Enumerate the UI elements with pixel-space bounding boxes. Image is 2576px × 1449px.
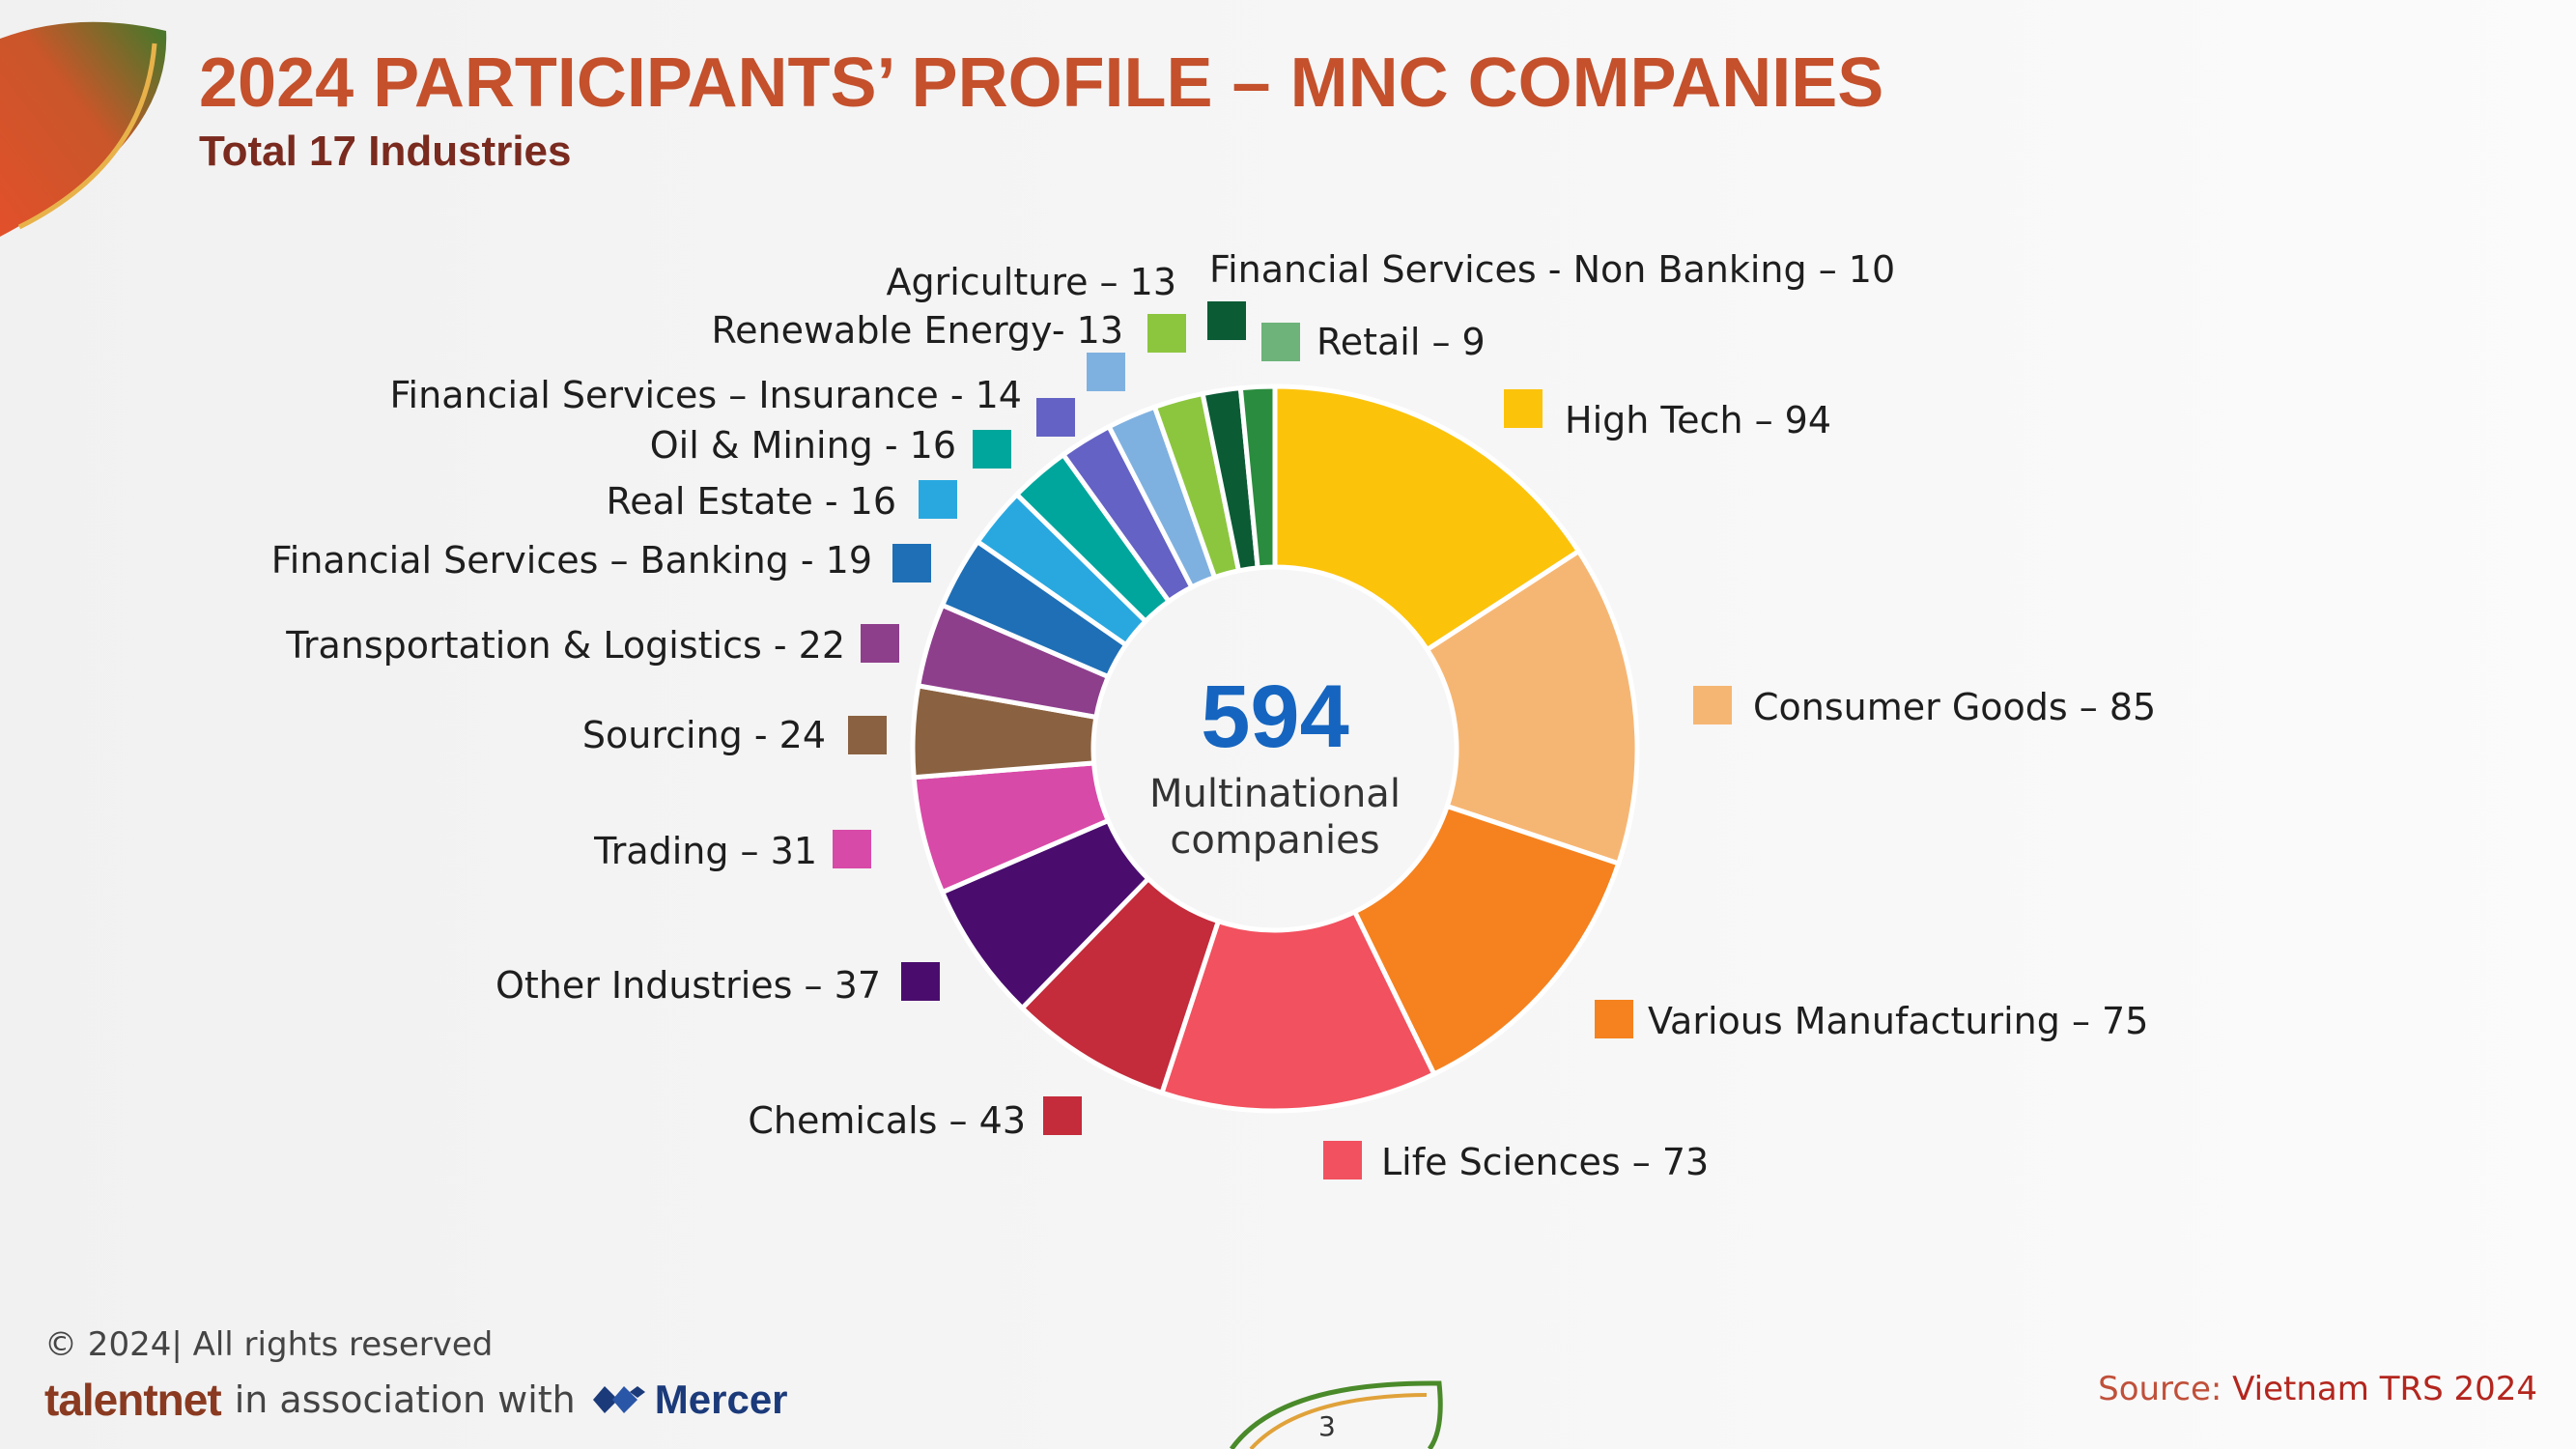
category-label: High Tech – 94 xyxy=(1565,399,1831,441)
category-label: Financial Services – Insurance - 14 xyxy=(389,374,1022,416)
footer-brand: talentnet in association with Mercer xyxy=(44,1374,788,1426)
category-label: Transportation & Logistics - 22 xyxy=(285,624,845,667)
source-note: Source: Vietnam TRS 2024 xyxy=(2098,1370,2537,1408)
category-label: Renewable Energy- 13 xyxy=(711,309,1123,352)
legend-swatch xyxy=(1595,1000,1633,1038)
leaf-logo-icon xyxy=(0,21,167,238)
legend-swatch xyxy=(973,430,1011,469)
legend-swatch xyxy=(1261,323,1300,361)
legend-swatch xyxy=(1693,686,1732,724)
legend-swatch xyxy=(1207,301,1246,340)
category-label: Consumer Goods – 85 xyxy=(1753,686,2156,728)
category-label: Trading – 31 xyxy=(593,830,817,872)
copyright-text: © 2024| All rights reserved xyxy=(44,1325,494,1364)
legend-swatch xyxy=(1043,1096,1082,1135)
talentnet-logo: talentnet xyxy=(44,1375,222,1425)
total-count: 594 xyxy=(1201,668,1349,766)
legend-swatch xyxy=(901,962,940,1001)
legend-swatch xyxy=(1036,398,1075,437)
source-prefix: Source: xyxy=(2098,1370,2233,1408)
category-label: Chemicals – 43 xyxy=(748,1099,1026,1142)
slice-life-sciences xyxy=(1158,908,1438,1114)
leaf-bottom-icon xyxy=(1229,1380,1443,1449)
donut-chart: High Tech – 94 Consumer Goods – 85 Various… xyxy=(271,248,2157,1183)
slice-consumer-goods xyxy=(1424,548,1640,867)
category-label: Retail – 9 xyxy=(1316,321,1486,363)
category-label: Life Sciences – 73 xyxy=(1381,1141,1709,1183)
legend-swatch xyxy=(892,544,931,582)
legend-swatch xyxy=(919,480,957,519)
legend-swatch xyxy=(861,624,899,663)
mercer-logo-icon xyxy=(592,1386,645,1413)
category-label: Financial Services - Non Banking – 10 xyxy=(1209,248,1895,291)
slide-subtitle: Total 17 Industries xyxy=(199,128,572,175)
mercer-logo: Mercer xyxy=(654,1377,788,1422)
center-caption-line2: companies xyxy=(1170,818,1379,863)
slice-high-tech xyxy=(1272,384,1582,653)
category-labels: High Tech – 94 Consumer Goods – 85 Various… xyxy=(271,248,2157,1183)
category-label: Various Manufacturing – 75 xyxy=(1648,1000,2148,1042)
legend-swatches xyxy=(833,301,1732,1179)
legend-swatch xyxy=(1323,1141,1362,1179)
donut-slices xyxy=(910,384,1640,1114)
slide-title: 2024 PARTICIPANTS’ PROFILE – MNC COMPANI… xyxy=(199,44,1884,122)
category-label: Financial Services – Banking - 19 xyxy=(271,539,872,582)
slice-retail xyxy=(1237,384,1278,571)
association-text: in association with xyxy=(234,1378,576,1421)
category-label: Oil & Mining - 16 xyxy=(650,424,956,467)
legend-swatch xyxy=(1087,353,1125,391)
legend-swatch xyxy=(833,830,871,868)
legend-swatch xyxy=(1504,389,1543,428)
legend-swatch xyxy=(848,716,887,754)
category-label: Other Industries – 37 xyxy=(495,964,881,1007)
category-label: Real Estate - 16 xyxy=(607,480,897,523)
legend-swatch xyxy=(1147,314,1186,353)
page-number: 3 xyxy=(1318,1410,1336,1442)
source-name: Vietnam TRS 2024 xyxy=(2232,1370,2537,1408)
slice-various-manufacturing xyxy=(1351,803,1622,1078)
category-label: Sourcing - 24 xyxy=(582,714,826,756)
center-caption-line1: Multinational xyxy=(1149,772,1401,816)
category-label: Agriculture – 13 xyxy=(887,261,1177,303)
